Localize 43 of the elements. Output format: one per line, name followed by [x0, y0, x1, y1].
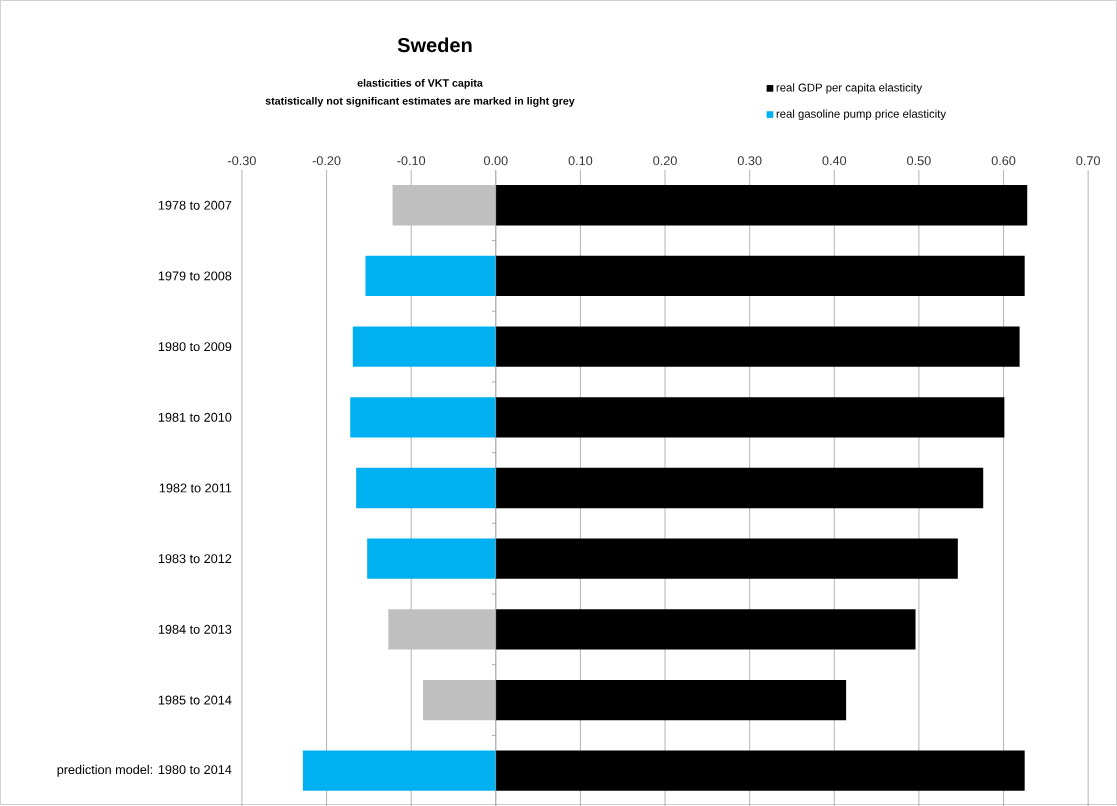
y-tick-label: 1985 to 2014 — [158, 695, 232, 705]
bar — [495, 396, 1005, 438]
bar — [495, 326, 1020, 367]
bar — [365, 255, 496, 296]
x-tick-label: 0.50 — [907, 156, 931, 165]
bar — [495, 467, 984, 508]
x-tick-label: -0.20 — [312, 156, 341, 165]
bar — [352, 326, 496, 367]
x-tick-label: 0.00 — [483, 156, 508, 165]
bar — [495, 608, 916, 650]
text: statistically not significant estimates are marked in light grey — [265, 96, 575, 107]
x-tick-label: 0.20 — [653, 156, 677, 165]
legend-label: real GDP per capita elasticity — [776, 83, 923, 94]
bar — [495, 679, 847, 720]
y-tick-label: 1983 to 2012 — [158, 553, 232, 563]
y-tick-label: 1982 to 2011 — [159, 483, 232, 493]
x-tick-label: 0.10 — [568, 156, 593, 165]
x-tick-label: 0.60 — [991, 156, 1016, 165]
bar — [495, 750, 1025, 791]
y-tick-label: 1978 to 2007 — [158, 200, 232, 210]
x-tick-label: 0.70 — [1076, 156, 1100, 165]
y-tick-label: prediction model: 1980 to 2014 — [57, 764, 232, 777]
legend-label: real gasoline pump price elasticity — [776, 109, 947, 120]
bar — [495, 538, 958, 579]
bar — [495, 184, 1028, 226]
bar — [423, 679, 496, 720]
y-tick-label: 1980 to 2009 — [158, 341, 232, 351]
bar — [495, 255, 1025, 296]
x-tick-label: 0.40 — [822, 156, 847, 165]
y-tick-label: 1979 to 2008 — [158, 271, 232, 281]
x-tick-label: -0.30 — [228, 156, 256, 165]
y-tick-label: 1984 to 2013 — [158, 624, 232, 634]
bar — [388, 608, 496, 650]
chart-subtitle: elasticities of VKT capita — [357, 78, 483, 89]
bar — [350, 396, 496, 438]
y-tick-label: 1981 to 2010 — [158, 412, 232, 422]
x-tick-label: 0.30 — [737, 156, 762, 165]
chart-title: Sweden — [397, 37, 472, 52]
bar — [392, 184, 496, 226]
x-tick-label: -0.10 — [397, 156, 426, 165]
bar — [356, 467, 496, 508]
bar — [367, 538, 496, 579]
bar — [302, 750, 496, 791]
